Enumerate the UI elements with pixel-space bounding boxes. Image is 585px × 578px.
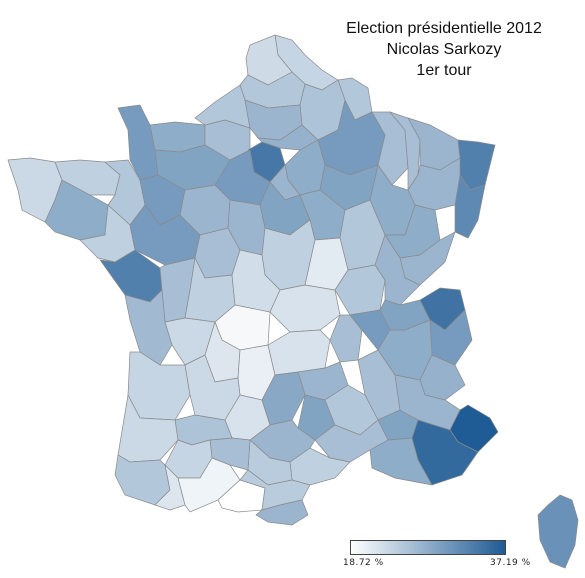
region-aude bbox=[239, 469, 311, 511]
map-title: Election présidentielle 2012 bbox=[346, 20, 542, 37]
region-allier bbox=[269, 284, 341, 333]
region-pyrenees-atlantiques bbox=[114, 454, 171, 506]
region-haut-rhin bbox=[454, 174, 486, 239]
region-bouches-du-rhone bbox=[369, 437, 433, 486]
map-subtitle-candidate: Nicolas Sarkozy bbox=[386, 41, 502, 58]
region-puy-de-dome bbox=[267, 329, 331, 376]
region-corse bbox=[537, 494, 579, 569]
legend-color-scale bbox=[350, 540, 506, 555]
region-jura bbox=[374, 234, 421, 306]
legend-min-label: 18.72 % bbox=[343, 558, 384, 568]
map-subtitle-round: 1er tour bbox=[416, 62, 472, 79]
region-pyrenees-orientales bbox=[255, 499, 309, 526]
legend-max-label: 37.19 % bbox=[490, 558, 531, 568]
